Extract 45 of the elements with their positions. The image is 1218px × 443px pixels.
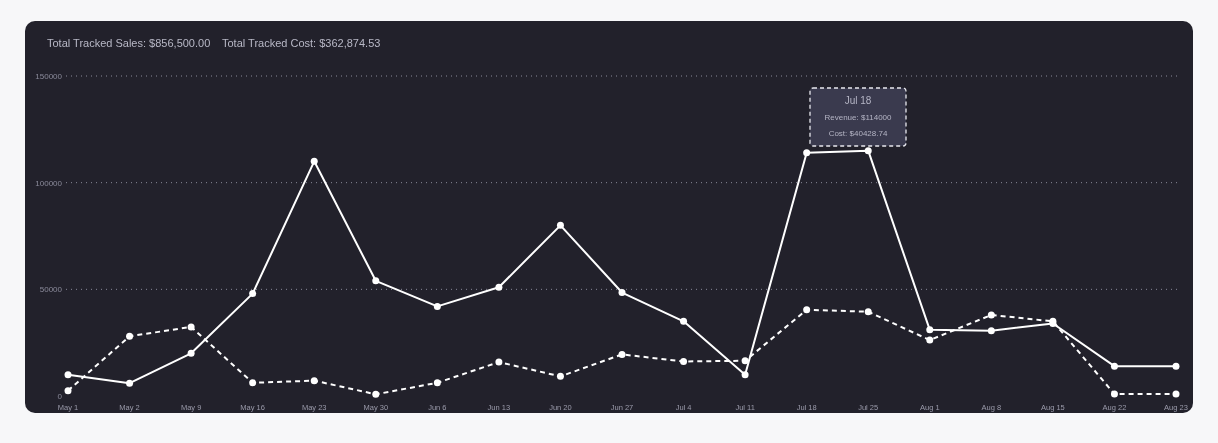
point xyxy=(495,283,503,291)
point xyxy=(987,311,995,319)
annotation: Revenue: $114000 xyxy=(824,113,893,122)
point xyxy=(126,332,134,340)
point xyxy=(1110,362,1118,370)
point xyxy=(618,289,626,297)
point xyxy=(1110,390,1118,398)
point xyxy=(556,372,564,380)
point xyxy=(741,371,749,379)
point xyxy=(187,323,195,331)
point xyxy=(864,308,872,316)
point xyxy=(680,357,688,365)
point xyxy=(372,390,380,398)
point xyxy=(249,290,257,298)
point xyxy=(741,357,749,365)
annotation: Jul 18 xyxy=(844,95,872,106)
point xyxy=(987,327,995,335)
point xyxy=(433,379,441,387)
point xyxy=(864,147,872,155)
y-tick-label: 100000 xyxy=(35,178,63,188)
annotation: Cost: $40428.74 xyxy=(828,129,888,138)
point xyxy=(64,371,72,379)
point xyxy=(495,358,503,366)
point xyxy=(926,326,934,334)
point xyxy=(187,349,195,357)
point xyxy=(556,221,564,229)
point xyxy=(1172,390,1180,398)
y-tick-label: 0 xyxy=(57,392,63,401)
point xyxy=(64,387,72,395)
point xyxy=(433,302,441,310)
point xyxy=(803,306,811,314)
point xyxy=(126,379,134,387)
point xyxy=(1172,362,1180,370)
chart-title: Total Tracked Sales: $856,500.00 xyxy=(47,37,211,49)
chart-subtitle: Total Tracked Cost: $362,874.53 xyxy=(222,37,381,49)
point xyxy=(803,149,811,157)
y-tick-label: 150000 xyxy=(35,72,63,81)
point xyxy=(618,350,626,358)
point xyxy=(249,379,257,387)
point xyxy=(372,277,380,285)
point xyxy=(926,336,934,344)
y-tick-label: 50000 xyxy=(39,285,63,295)
point xyxy=(310,157,318,165)
point xyxy=(310,377,318,385)
point xyxy=(680,317,688,325)
